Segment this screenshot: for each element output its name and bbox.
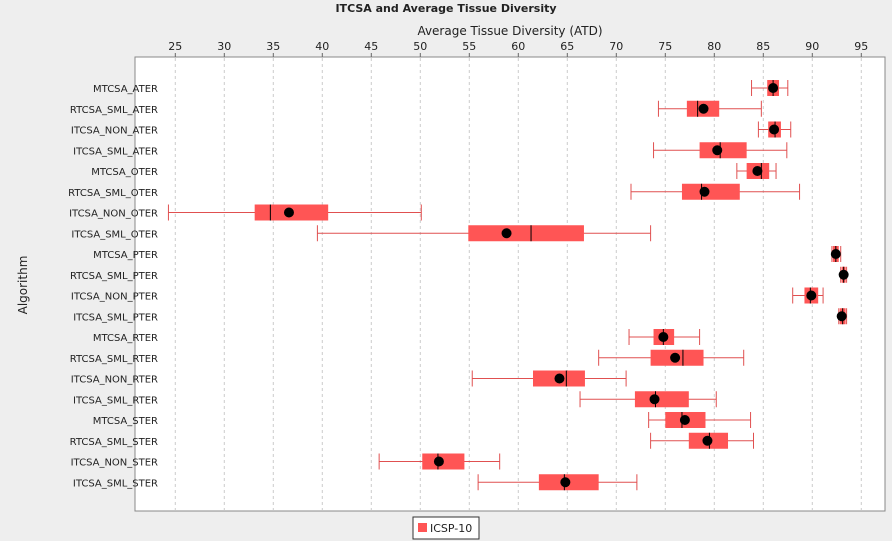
mean-point bbox=[769, 124, 780, 135]
tick-label-35: 35 bbox=[266, 40, 280, 53]
category-label: ITCSA_SML_ATER bbox=[73, 146, 158, 157]
tick-label-95: 95 bbox=[854, 40, 868, 53]
box-RTCSA_SML_OTER bbox=[630, 183, 801, 200]
box-MTCSA_PTER bbox=[830, 246, 842, 262]
mean-point bbox=[433, 456, 444, 467]
box-ITCSA_NON_STER bbox=[378, 453, 501, 470]
category-label: ITCSA_SML_PTER bbox=[73, 312, 158, 323]
tick-label-40: 40 bbox=[315, 40, 329, 53]
mean-point bbox=[806, 290, 817, 301]
chart-title: ITCSA and Average Tissue Diversity bbox=[335, 2, 556, 15]
boxes bbox=[167, 80, 849, 491]
x-axis-label: Average Tissue Diversity (ATD) bbox=[417, 24, 602, 38]
category-label: ITCSA_NON_ATER bbox=[71, 126, 158, 137]
category-label: MTCSA_ATER bbox=[93, 84, 158, 95]
box-ITCSA_SML_OTER bbox=[316, 225, 652, 242]
iqr-box bbox=[699, 142, 747, 159]
mean-point bbox=[283, 207, 294, 218]
tick-label-90: 90 bbox=[805, 40, 819, 53]
iqr-box bbox=[468, 225, 584, 242]
tick-label-85: 85 bbox=[756, 40, 770, 53]
box-ITCSA_SML_ATER bbox=[653, 142, 788, 159]
iqr-box bbox=[681, 183, 740, 200]
mean-point bbox=[501, 228, 512, 239]
iqr-box bbox=[634, 391, 689, 408]
tick-label-60: 60 bbox=[511, 40, 525, 53]
category-label: MTCSA_STER bbox=[93, 416, 158, 427]
category-label: MTCSA_OTER bbox=[91, 167, 158, 178]
tick-label-70: 70 bbox=[609, 40, 623, 53]
tick-label-45: 45 bbox=[364, 40, 378, 53]
category-label: ITCSA_NON_PTER bbox=[71, 292, 158, 303]
mean-point bbox=[554, 373, 565, 384]
category-label: MTCSA_PTER bbox=[93, 250, 158, 261]
mean-point bbox=[712, 145, 723, 156]
category-label: RTCSA_SML_ATER bbox=[70, 105, 158, 116]
y-axis-label: Algorithm bbox=[16, 256, 30, 315]
legend: ICSP-10 bbox=[412, 516, 480, 540]
box-ITCSA_SML_RTER bbox=[579, 391, 717, 408]
mean-point bbox=[698, 103, 709, 114]
category-label: ITCSA_NON_RTER bbox=[71, 375, 158, 386]
category-label: ITCSA_SML_STER bbox=[73, 478, 158, 489]
box-ITCSA_NON_OTER bbox=[167, 204, 422, 221]
mean-point bbox=[699, 186, 710, 197]
category-label: ITCSA_SML_OTER bbox=[71, 229, 158, 240]
category-label: RTCSA_SML_OTER bbox=[68, 188, 158, 199]
mean-point bbox=[670, 352, 681, 363]
box-MTCSA_ATER bbox=[751, 80, 789, 96]
mean-point bbox=[752, 166, 763, 176]
box-MTCSA_OTER bbox=[736, 163, 777, 179]
category-label: ITCSA_NON_STER bbox=[71, 458, 158, 469]
tick-label-25: 25 bbox=[168, 40, 182, 53]
box-MTCSA_RTER bbox=[628, 329, 701, 345]
tick-label-65: 65 bbox=[560, 40, 574, 53]
x-axis-ticks: 25 30 35 40 45 50 55 60 65 70 75 80 85 90 95 bbox=[168, 40, 868, 57]
mean-point bbox=[679, 415, 690, 425]
mean-point bbox=[658, 332, 669, 342]
legend-swatch bbox=[418, 523, 427, 532]
mean-point bbox=[702, 435, 713, 446]
box-ITCSA_SML_STER bbox=[477, 474, 638, 491]
tick-label-50: 50 bbox=[413, 40, 427, 53]
mean-point bbox=[560, 477, 571, 488]
box-ITCSA_SML_PTER bbox=[836, 308, 848, 325]
box-RTCSA_SML_RTER bbox=[598, 349, 745, 366]
box-ITCSA_NON_PTER bbox=[792, 287, 824, 304]
box-ITCSA_NON_RTER bbox=[471, 370, 627, 387]
legend-frame bbox=[412, 516, 480, 540]
category-label: RTCSA_SML_STER bbox=[70, 437, 158, 448]
tick-label-30: 30 bbox=[217, 40, 231, 53]
category-label: ITCSA_SML_RTER bbox=[73, 395, 158, 406]
tick-label-75: 75 bbox=[658, 40, 672, 53]
box-MTCSA_STER bbox=[648, 412, 752, 428]
category-label: RTCSA_SML_RTER bbox=[70, 354, 158, 365]
category-labels: MTCSA_ATER RTCSA_SML_ATER ITCSA_NON_ATER IT… bbox=[68, 84, 158, 489]
box-ITCSA_NON_ATER bbox=[757, 121, 792, 138]
plot-area bbox=[134, 56, 886, 512]
mean-point bbox=[836, 311, 847, 322]
mean-point bbox=[838, 269, 849, 280]
tick-label-80: 80 bbox=[707, 40, 721, 53]
category-label: MTCSA_RTER bbox=[93, 333, 158, 344]
tick-label-55: 55 bbox=[462, 40, 476, 53]
mean-point bbox=[649, 394, 660, 405]
legend-label: ICSP-10 bbox=[430, 522, 472, 535]
box-RTCSA_SML_PTER bbox=[838, 266, 849, 283]
box-RTCSA_SML_STER bbox=[650, 432, 754, 449]
category-label: ITCSA_NON_OTER bbox=[69, 209, 158, 220]
box-RTCSA_SML_ATER bbox=[657, 100, 762, 117]
category-label: RTCSA_SML_PTER bbox=[70, 271, 158, 282]
mean-point bbox=[768, 83, 779, 93]
mean-point bbox=[830, 249, 841, 259]
